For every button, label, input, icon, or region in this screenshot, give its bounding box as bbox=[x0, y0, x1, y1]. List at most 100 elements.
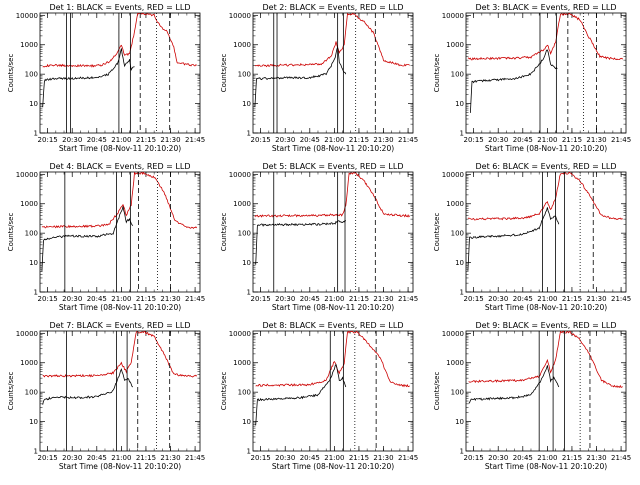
x-axis-label: Start Time (08-Nov-11 20:10:20) bbox=[485, 144, 607, 153]
y-tick-label: 100 bbox=[451, 71, 464, 79]
y-tick-label: 10 bbox=[242, 100, 251, 108]
y-tick-label: 100 bbox=[238, 71, 251, 79]
x-tick-label: 21:30 bbox=[160, 454, 180, 462]
y-tick-label: 10000 bbox=[16, 330, 38, 338]
y-axis-label: Counts/sec bbox=[433, 372, 441, 411]
x-tick-label: 20:15 bbox=[464, 454, 484, 462]
x-tick-label: 21:45 bbox=[398, 454, 418, 462]
series-line-events bbox=[255, 219, 347, 265]
plot-frame bbox=[252, 171, 414, 293]
y-tick-label: 1000 bbox=[446, 200, 464, 208]
chart-panel-2: Det 2: BLACK = Events, RED = LLD 1 10 100 10… bbox=[220, 3, 418, 153]
y-tick-label: 10000 bbox=[442, 171, 464, 179]
chart-title: Det 7: BLACK = Events, RED = LLD bbox=[50, 321, 191, 330]
y-tick-label: 10000 bbox=[16, 171, 38, 179]
series-line-events bbox=[255, 363, 347, 426]
x-tick-label: 21:30 bbox=[586, 295, 606, 303]
x-tick-label: 21:00 bbox=[324, 136, 344, 144]
chart-title: Det 3: BLACK = Events, RED = LLD bbox=[476, 3, 617, 12]
x-axis-label: Start Time (08-Nov-11 20:10:20) bbox=[59, 303, 181, 312]
x-tick-label: 20:30 bbox=[275, 295, 295, 303]
chart-title: Det 8: BLACK = Events, RED = LLD bbox=[263, 321, 404, 330]
y-tick-label: 100 bbox=[451, 389, 464, 397]
y-tick-label: 10 bbox=[455, 418, 464, 426]
y-tick-label: 10 bbox=[29, 418, 38, 426]
x-tick-label: 21:15 bbox=[349, 295, 369, 303]
series-line-events bbox=[254, 46, 347, 108]
x-tick-label: 20:45 bbox=[300, 295, 320, 303]
y-tick-label: 100 bbox=[451, 230, 464, 238]
x-tick-label: 20:15 bbox=[251, 136, 271, 144]
y-tick-label: 1000 bbox=[20, 359, 38, 367]
x-tick-label: 21:00 bbox=[537, 136, 557, 144]
y-tick-label: 10 bbox=[455, 100, 464, 108]
chart-title: Det 1: BLACK = Events, RED = LLD bbox=[50, 3, 191, 12]
x-axis-label: Start Time (08-Nov-11 20:10:20) bbox=[272, 462, 394, 471]
chart-panel-5: Det 5: BLACK = Events, RED = LLD 1 10 100 10… bbox=[220, 162, 418, 312]
x-tick-label: 21:30 bbox=[373, 454, 393, 462]
x-tick-label: 21:15 bbox=[136, 454, 156, 462]
y-axis-label: Counts/sec bbox=[433, 213, 441, 252]
x-tick-label: 20:45 bbox=[300, 136, 320, 144]
x-tick-label: 20:30 bbox=[62, 454, 82, 462]
chart-panel-1: Det 1: BLACK = Events, RED = LLD 1 10 100 10… bbox=[7, 3, 205, 153]
chart-title: Det 4: BLACK = Events, RED = LLD bbox=[50, 162, 191, 171]
y-axis-label: Counts/sec bbox=[433, 54, 441, 93]
series-line-lld bbox=[467, 13, 624, 61]
series-group bbox=[468, 331, 623, 404]
y-tick-label: 1 bbox=[34, 448, 38, 456]
x-tick-label: 21:45 bbox=[185, 136, 205, 144]
series-line-lld bbox=[254, 13, 410, 68]
series-line-events bbox=[470, 49, 558, 113]
plot-frame bbox=[39, 171, 201, 293]
series-group bbox=[467, 172, 623, 271]
y-tick-label: 100 bbox=[238, 389, 251, 397]
y-tick-label: 1 bbox=[460, 448, 464, 456]
x-tick-label: 21:00 bbox=[111, 136, 131, 144]
y-tick-label: 10 bbox=[455, 259, 464, 267]
x-tick-label: 20:45 bbox=[300, 454, 320, 462]
x-tick-label: 21:45 bbox=[611, 295, 631, 303]
y-axis-label: Counts/sec bbox=[7, 54, 15, 93]
x-tick-label: 21:45 bbox=[185, 454, 205, 462]
plot-frame bbox=[465, 12, 627, 134]
x-tick-label: 20:45 bbox=[513, 136, 533, 144]
y-tick-label: 1000 bbox=[446, 359, 464, 367]
x-tick-label: 20:30 bbox=[62, 136, 82, 144]
y-tick-label: 10000 bbox=[229, 330, 251, 338]
plot-frame bbox=[465, 330, 627, 452]
plot-frame bbox=[252, 330, 414, 452]
series-line-events bbox=[468, 365, 560, 404]
chart-panel-3: Det 3: BLACK = Events, RED = LLD 1 10 100 10… bbox=[433, 3, 631, 153]
x-tick-label: 20:30 bbox=[488, 136, 508, 144]
y-tick-label: 10 bbox=[242, 259, 251, 267]
x-tick-label: 21:45 bbox=[611, 136, 631, 144]
y-tick-label: 1 bbox=[247, 448, 251, 456]
x-tick-label: 20:30 bbox=[275, 136, 295, 144]
chart-title: Det 5: BLACK = Events, RED = LLD bbox=[263, 162, 404, 171]
x-tick-label: 20:30 bbox=[62, 295, 82, 303]
y-tick-label: 100 bbox=[238, 230, 251, 238]
x-tick-label: 20:45 bbox=[513, 454, 533, 462]
x-tick-label: 21:45 bbox=[398, 295, 418, 303]
y-tick-label: 1 bbox=[460, 130, 464, 138]
x-tick-label: 21:45 bbox=[398, 136, 418, 144]
y-tick-label: 1 bbox=[247, 289, 251, 297]
y-tick-label: 1000 bbox=[20, 200, 38, 208]
x-tick-label: 21:30 bbox=[373, 136, 393, 144]
y-tick-label: 1000 bbox=[233, 41, 251, 49]
y-tick-label: 1 bbox=[34, 130, 38, 138]
chart-panel-9: Det 9: BLACK = Events, RED = LLD 1 10 100 10… bbox=[433, 321, 631, 471]
x-tick-label: 21:15 bbox=[349, 136, 369, 144]
chart-title: Det 2: BLACK = Events, RED = LLD bbox=[263, 3, 404, 12]
x-axis-label: Start Time (08-Nov-11 20:10:20) bbox=[59, 462, 181, 471]
y-tick-label: 10 bbox=[242, 418, 251, 426]
y-tick-label: 10000 bbox=[229, 12, 251, 20]
series-line-lld bbox=[255, 331, 410, 388]
y-axis-label: Counts/sec bbox=[220, 54, 228, 93]
chart-panel-4: Det 4: BLACK = Events, RED = LLD 1 10 100 10… bbox=[7, 162, 205, 312]
x-tick-label: 21:15 bbox=[136, 136, 156, 144]
plot-frame bbox=[39, 12, 201, 134]
x-tick-label: 21:15 bbox=[349, 454, 369, 462]
series-line-lld bbox=[254, 172, 411, 218]
